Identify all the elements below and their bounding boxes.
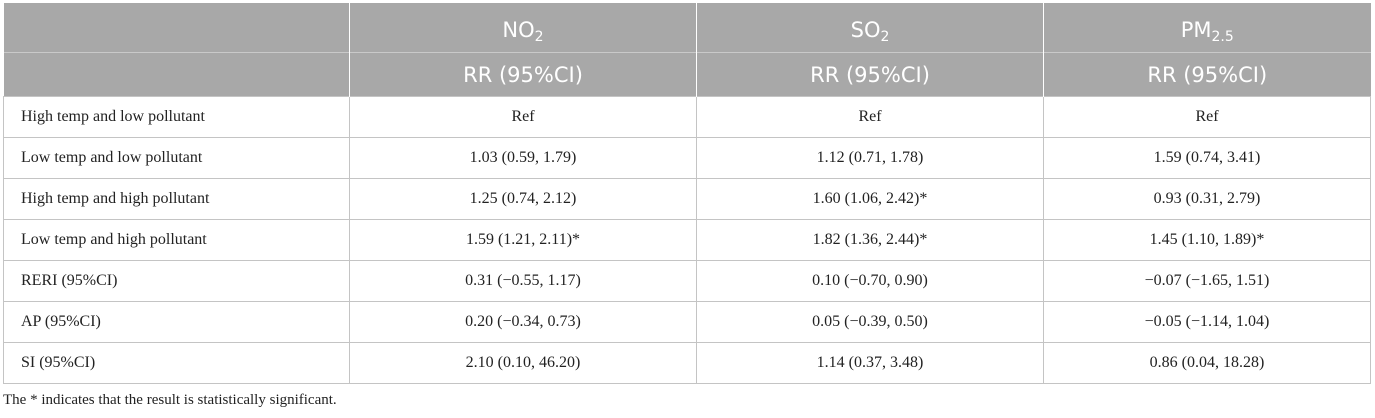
- table-header: NO2 SO2 PM2.5 RR (95%CI) RR (95%CI) RR (…: [3, 3, 1371, 97]
- cell-no2: 2.10 (0.10, 46.20): [349, 342, 697, 384]
- row-label: Low temp and high pollutant: [3, 219, 350, 261]
- cell-pm25: 0.93 (0.31, 2.79): [1043, 178, 1371, 220]
- cell-pm25: −0.07 (−1.65, 1.51): [1043, 260, 1371, 302]
- cell-so2: 0.05 (−0.39, 0.50): [696, 301, 1044, 343]
- row-label: RERI (95%CI): [3, 260, 350, 302]
- header-pm25: PM2.5: [1043, 3, 1371, 53]
- cell-so2: 1.82 (1.36, 2.44)*: [696, 219, 1044, 261]
- table-row: High temp and high pollutant 1.25 (0.74,…: [3, 178, 1371, 220]
- table-body: High temp and low pollutant Ref Ref Ref …: [3, 96, 1371, 384]
- header-empty-cell: [3, 3, 350, 53]
- cell-pm25: Ref: [1043, 96, 1371, 138]
- results-table: NO2 SO2 PM2.5 RR (95%CI) RR (95%CI) RR (…: [3, 3, 1371, 384]
- row-label: Low temp and low pollutant: [3, 137, 350, 179]
- table-row: SI (95%CI) 2.10 (0.10, 46.20) 1.14 (0.37…: [3, 342, 1371, 384]
- header-row-pollutants: NO2 SO2 PM2.5: [3, 3, 1371, 53]
- row-label: High temp and high pollutant: [3, 178, 350, 220]
- table-row: Low temp and low pollutant 1.03 (0.59, 1…: [3, 137, 1371, 179]
- table-row: Low temp and high pollutant 1.59 (1.21, …: [3, 219, 1371, 261]
- header-metric-so2: RR (95%CI): [696, 52, 1044, 97]
- header-row-metric: RR (95%CI) RR (95%CI) RR (95%CI): [3, 52, 1371, 97]
- cell-no2: 0.20 (−0.34, 0.73): [349, 301, 697, 343]
- table-row: RERI (95%CI) 0.31 (−0.55, 1.17) 0.10 (−0…: [3, 260, 1371, 302]
- cell-pm25: 1.59 (0.74, 3.41): [1043, 137, 1371, 179]
- cell-so2: 1.12 (0.71, 1.78): [696, 137, 1044, 179]
- header-empty-cell: [3, 52, 350, 97]
- cell-no2: Ref: [349, 96, 697, 138]
- cell-no2: 1.25 (0.74, 2.12): [349, 178, 697, 220]
- cell-so2: 1.14 (0.37, 3.48): [696, 342, 1044, 384]
- row-label: AP (95%CI): [3, 301, 350, 343]
- cell-so2: 0.10 (−0.70, 0.90): [696, 260, 1044, 302]
- table-row: AP (95%CI) 0.20 (−0.34, 0.73) 0.05 (−0.3…: [3, 301, 1371, 343]
- header-so2: SO2: [696, 3, 1044, 53]
- cell-no2: 1.03 (0.59, 1.79): [349, 137, 697, 179]
- table-row: High temp and low pollutant Ref Ref Ref: [3, 96, 1371, 138]
- header-metric-pm25: RR (95%CI): [1043, 52, 1371, 97]
- cell-pm25: 1.45 (1.10, 1.89)*: [1043, 219, 1371, 261]
- cell-pm25: 0.86 (0.04, 18.28): [1043, 342, 1371, 384]
- row-label: SI (95%CI): [3, 342, 350, 384]
- cell-pm25: −0.05 (−1.14, 1.04): [1043, 301, 1371, 343]
- cell-no2: 1.59 (1.21, 2.11)*: [349, 219, 697, 261]
- header-no2: NO2: [349, 3, 697, 53]
- header-metric-no2: RR (95%CI): [349, 52, 697, 97]
- cell-so2: 1.60 (1.06, 2.42)*: [696, 178, 1044, 220]
- cell-no2: 0.31 (−0.55, 1.17): [349, 260, 697, 302]
- cell-so2: Ref: [696, 96, 1044, 138]
- row-label: High temp and low pollutant: [3, 96, 350, 138]
- table-footnote: The * indicates that the result is stati…: [3, 392, 337, 408]
